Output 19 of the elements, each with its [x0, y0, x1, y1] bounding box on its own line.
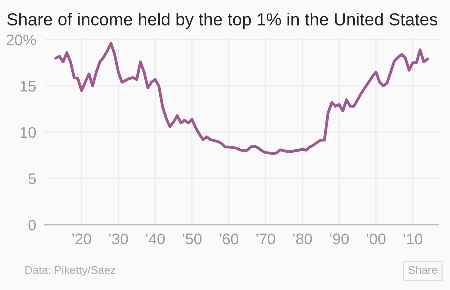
y-tick-label: 10: [20, 127, 36, 138]
x-tick-label: ’10: [404, 234, 423, 245]
y-tick-label: 20%: [6, 34, 36, 46]
x-tick-label: ’90: [330, 234, 349, 245]
x-tick-label: ’30: [109, 234, 128, 245]
text: Share: [408, 266, 438, 274]
x-tick-label: ’40: [146, 234, 165, 245]
chart-title: Share of income held by the top 1% in the United States: [8, 13, 438, 30]
y-tick-label: 5: [28, 174, 36, 184]
y-tick-label: 0: [28, 220, 36, 231]
x-tick-label: ’70: [256, 234, 276, 245]
x-tick-label: ’20: [72, 234, 92, 245]
line-series: [54, 42, 430, 156]
x-tick-label: ’80: [293, 234, 312, 245]
x-tick-label: ’00: [366, 234, 386, 245]
x-tick-label: ’50: [182, 234, 202, 245]
x-tick-label: ’60: [220, 234, 239, 245]
text: Data: Piketty/Saez: [26, 266, 116, 276]
y-tick-label: 15: [20, 81, 36, 92]
